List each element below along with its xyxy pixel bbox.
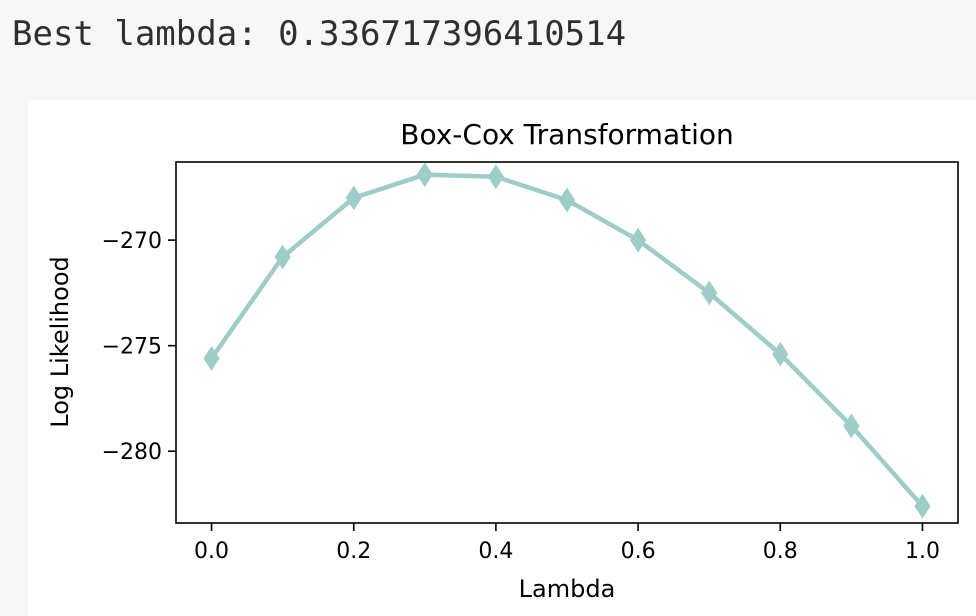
x-axis-label: Lambda — [519, 575, 616, 603]
data-point-marker — [629, 227, 647, 253]
data-point-marker — [203, 345, 220, 371]
x-tick-label: 0.0 — [194, 539, 229, 564]
x-tick-label: 0.2 — [336, 539, 371, 564]
x-ticks: 0.0 0.2 0.4 0.6 0.8 1.0 — [194, 523, 940, 564]
data-point-marker — [843, 413, 860, 439]
y-axis-label: Log Likelihood — [46, 256, 74, 428]
data-point-marker — [487, 164, 505, 190]
plot-area — [176, 162, 958, 523]
y-tick-label: −275 — [102, 335, 162, 360]
data-point-marker — [701, 280, 718, 306]
output-text: Best lambda: 0.336717396410514 — [12, 14, 627, 54]
y-ticks: −270 −275 −280 — [102, 229, 176, 465]
data-point-marker — [914, 493, 931, 519]
plot-frame — [175, 161, 959, 524]
y-tick-label: −280 — [102, 440, 162, 465]
x-tick-label: 0.6 — [621, 539, 656, 564]
data-point-marker — [772, 341, 789, 367]
chart-figure: 0.0 0.2 0.4 0.6 0.8 1.0 −270 −275 −280 Box-Cox … — [28, 100, 976, 616]
data-point-marker — [558, 187, 576, 213]
x-tick-label: 0.4 — [478, 539, 513, 564]
box-cox-chart: 0.0 0.2 0.4 0.6 0.8 1.0 −270 −275 −280 Box-Cox … — [46, 118, 959, 603]
x-tick-label: 1.0 — [905, 539, 940, 564]
chart-title: Box-Cox Transformation — [400, 118, 734, 151]
y-tick-label: −270 — [102, 229, 162, 254]
series-layer — [203, 162, 931, 519]
data-point-marker — [416, 162, 433, 188]
x-tick-label: 0.8 — [763, 539, 798, 564]
data-point-marker — [274, 244, 291, 270]
data-point-marker — [345, 185, 362, 211]
